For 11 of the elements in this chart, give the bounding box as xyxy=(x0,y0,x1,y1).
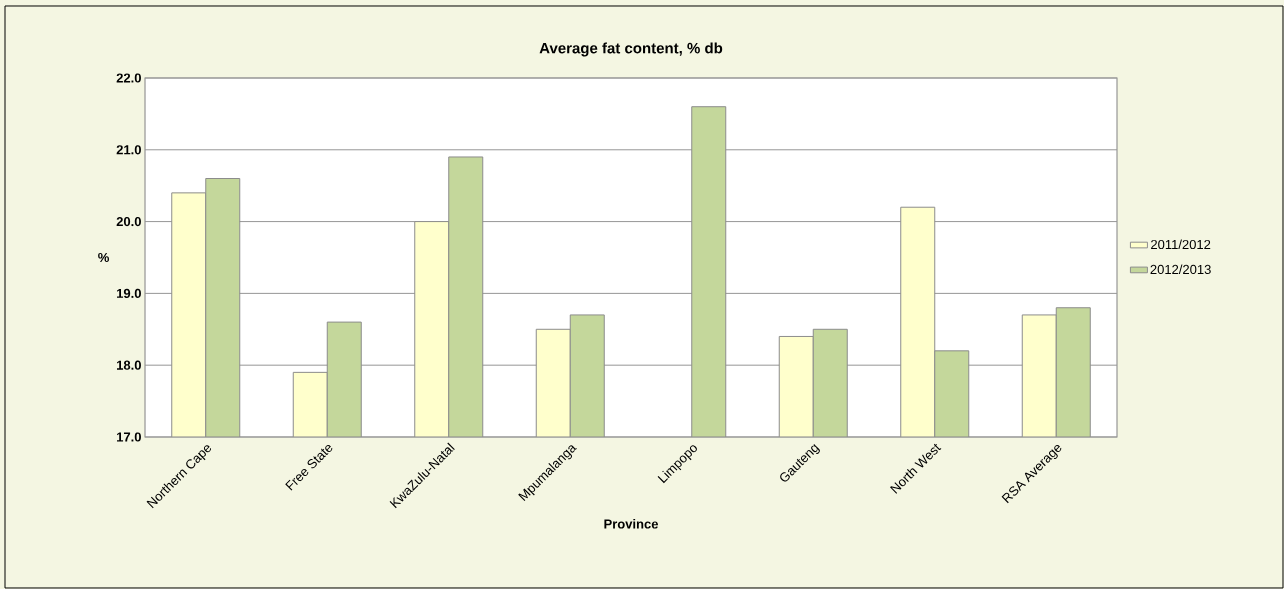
y-tick-label: 22.0 xyxy=(116,73,141,83)
legend-label: 2011/2012 xyxy=(1151,239,1211,250)
y-axis-title: % xyxy=(98,252,110,263)
chart-title: Average fat content, % db xyxy=(539,42,723,57)
y-tick-label: 19.0 xyxy=(117,288,141,298)
y-tick-label: 21.0 xyxy=(116,145,141,155)
x-axis-title: Province xyxy=(604,519,659,529)
y-tick-label: 18.0 xyxy=(117,360,141,370)
legend-label: 2012/2013 xyxy=(1150,264,1211,275)
y-tick-label: 20.0 xyxy=(116,216,141,227)
y-tick-label: 17.0 xyxy=(117,432,141,442)
